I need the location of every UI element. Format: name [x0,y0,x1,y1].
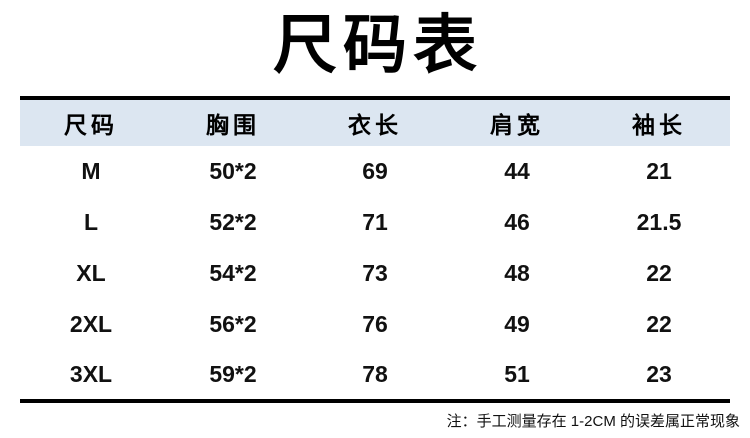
table-cell: 21.5 [636,209,682,235]
table-row: L 52*2 71 46 21.5 [20,197,730,248]
column-header-sleeve: 袖长 [632,112,686,139]
column-header-chest: 胸围 [206,112,260,139]
size-table: 尺码 胸围 衣长 肩宽 袖长 M 50*2 69 44 21 L 52*2 71… [20,96,730,403]
page-title: 尺码表 [273,8,483,83]
table-cell: 56*2 [209,311,257,337]
table-cell: 49 [504,311,530,337]
table-row: 2XL 56*2 76 49 22 [20,299,730,350]
table-cell: 22 [646,311,672,337]
table-cell: 50*2 [209,158,257,184]
row-size-label: M [81,158,101,184]
table-cell: 69 [362,158,388,184]
measurement-note: 注：手工测量存在 1-2CM 的误差属正常现象 [446,413,740,430]
table-header-row: 尺码 胸围 衣长 肩宽 袖长 [20,98,730,146]
column-header-length: 衣长 [348,112,402,139]
table-cell: 51 [504,361,530,387]
table-row: M 50*2 69 44 21 [20,146,730,197]
table-cell: 76 [362,311,388,337]
table-cell: 52*2 [209,209,257,235]
table-cell: 46 [504,209,530,235]
table-cell: 22 [646,260,672,286]
row-size-label: L [83,209,99,235]
row-size-label: 3XL [69,361,113,387]
column-header-size: 尺码 [64,112,118,139]
table-row: 3XL 59*2 78 51 23 [20,350,730,401]
table-cell: 44 [504,158,530,184]
column-header-shoulder: 肩宽 [490,112,544,139]
table-row: XL 54*2 73 48 22 [20,248,730,299]
table-cell: 21 [646,158,672,184]
row-size-label: XL [76,260,106,286]
row-size-label: 2XL [69,311,113,337]
table-cell: 73 [362,260,388,286]
table-cell: 59*2 [209,361,257,387]
table-cell: 48 [504,260,530,286]
table-cell: 71 [362,209,388,235]
table-cell: 23 [646,361,672,387]
table-cell: 78 [362,361,388,387]
table-cell: 54*2 [209,260,257,286]
